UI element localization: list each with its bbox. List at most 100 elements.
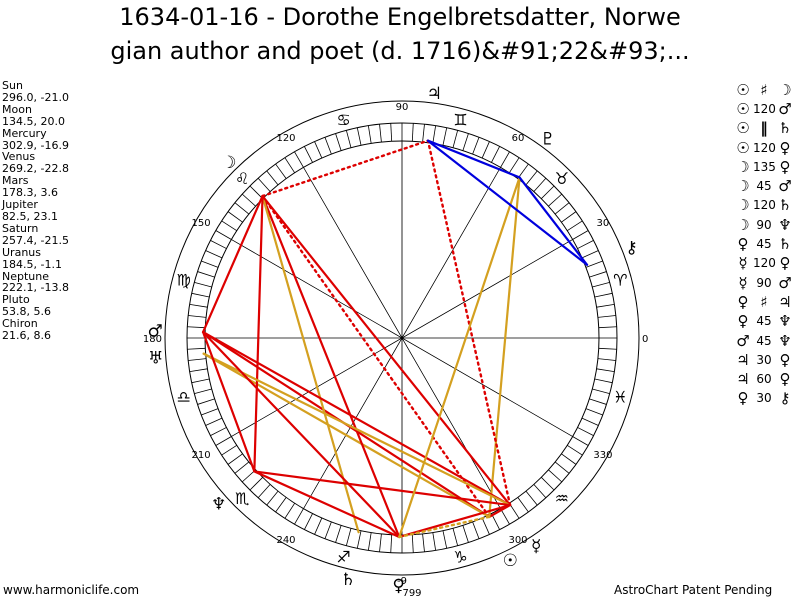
degree-tick bbox=[548, 193, 563, 207]
degree-tick bbox=[324, 137, 332, 155]
planet-sun-icon: ☉ bbox=[503, 551, 518, 571]
degree-tick bbox=[390, 123, 393, 142]
aspect-angle: ♯ bbox=[760, 292, 768, 311]
aspect-planet-1-glyph: ♃ bbox=[736, 350, 750, 369]
aspect-planet-1-glyph: ☉ bbox=[736, 119, 750, 138]
aspect-angle: 135 bbox=[753, 159, 776, 174]
aspect-planet-2-glyph: ♂ bbox=[778, 177, 792, 196]
degree-tick bbox=[294, 151, 304, 168]
degree-tick bbox=[304, 146, 313, 163]
degree-tick bbox=[249, 185, 263, 199]
planet-name-sun: Sun bbox=[2, 79, 23, 92]
aspect-planet-2-glyph: ♀ bbox=[779, 370, 791, 389]
planet-name-mercury: Mercury bbox=[2, 126, 47, 140]
degree-tick bbox=[191, 378, 210, 384]
degree-tick bbox=[234, 202, 250, 215]
aspect-planet-2-glyph: ♃ bbox=[778, 292, 792, 311]
zodiac-gemini-icon: ♊ bbox=[453, 111, 467, 130]
planet-position-moon: 134.5, 20.0 bbox=[2, 114, 65, 128]
planet-name-venus: Venus bbox=[2, 150, 36, 164]
aspect-line bbox=[426, 139, 512, 507]
aspect-line bbox=[201, 194, 264, 334]
degree-tick bbox=[517, 497, 529, 513]
degree-tick bbox=[257, 177, 271, 192]
degree-tick bbox=[452, 130, 459, 148]
aspect-line bbox=[518, 176, 589, 266]
degree-tick bbox=[567, 220, 583, 232]
aspect-angle: 120 bbox=[753, 140, 776, 155]
degree-tick bbox=[379, 533, 382, 552]
aspect-row: ☿ 120 ♀ bbox=[733, 254, 795, 273]
aspect-line bbox=[488, 176, 521, 518]
degree-tick bbox=[554, 461, 570, 474]
aspect-planet-1-glyph: ☽ bbox=[736, 177, 750, 196]
degree-tick bbox=[592, 388, 610, 395]
planet-chiron-icon: ⚷ bbox=[625, 238, 637, 258]
aspect-angle: 120 bbox=[753, 198, 776, 213]
degree-tick bbox=[188, 358, 207, 361]
aspect-planet-1-glyph: ♀ bbox=[737, 389, 749, 408]
planet-moon-icon: ☽ bbox=[221, 153, 236, 173]
planet-position-venus: 269.2, -22.8 bbox=[2, 162, 69, 176]
planet-name-pluto: Pluto bbox=[2, 293, 30, 307]
aspect-planet-1-glyph: ☉ bbox=[736, 138, 750, 157]
aspect-angle: ♯ bbox=[760, 80, 768, 99]
aspect-line bbox=[202, 352, 512, 507]
aspect-planet-2-glyph: ♄ bbox=[778, 196, 792, 215]
degree-label: 150 bbox=[192, 218, 211, 229]
planet-position-sun: 296.0, -21.0 bbox=[2, 90, 69, 104]
aspect-row: ☽ 135 ♀ bbox=[733, 157, 795, 176]
degree-tick bbox=[597, 358, 616, 361]
degree-tick bbox=[422, 124, 425, 143]
zodiac-cancer-icon: ♋ bbox=[336, 111, 350, 130]
degree-label: 60 bbox=[512, 133, 525, 144]
zodiac-aquarius-icon: ♒ bbox=[555, 489, 569, 508]
degree-tick bbox=[227, 453, 243, 465]
aspect-line bbox=[426, 139, 521, 179]
zodiac-sagittarius-icon: ♐ bbox=[336, 547, 350, 566]
outer-circle bbox=[164, 100, 640, 576]
aspect-angle: 45 bbox=[756, 333, 772, 348]
planet-position-saturn: 257.4, -21.5 bbox=[2, 233, 69, 247]
degree-tick bbox=[594, 378, 613, 384]
degree-tick bbox=[533, 177, 547, 192]
degree-tick bbox=[335, 133, 342, 151]
planet-position-pluto: 53.8, 5.6 bbox=[2, 305, 51, 319]
degree-tick bbox=[188, 315, 207, 318]
degree-tick bbox=[442, 530, 448, 549]
degree-tick bbox=[598, 347, 617, 350]
degree-tick bbox=[367, 125, 372, 144]
degree-tick bbox=[572, 230, 589, 240]
aspect-angle: 45 bbox=[756, 179, 772, 194]
degree-tick bbox=[275, 497, 287, 513]
degree-tick bbox=[194, 281, 212, 288]
aspect-row: ☉ ♯ ☽ bbox=[733, 80, 795, 99]
degree-tick bbox=[508, 157, 520, 173]
degree-tick bbox=[294, 508, 304, 525]
aspect-line bbox=[253, 194, 264, 473]
degree-tick bbox=[581, 250, 599, 259]
degree-tick bbox=[275, 163, 287, 179]
degree-tick bbox=[541, 477, 555, 491]
planet-name-chiron: Chiron bbox=[2, 317, 38, 331]
zodiac-capricorn-icon: ♑ bbox=[453, 547, 467, 566]
aspect-angle: ‖ bbox=[760, 119, 768, 138]
degree-tick bbox=[215, 230, 232, 240]
footer-patent-note: AstroChart Patent Pending bbox=[614, 583, 773, 597]
degree-tick bbox=[592, 281, 610, 288]
aspect-line bbox=[201, 330, 401, 539]
degree-tick bbox=[266, 170, 279, 186]
degree-tick bbox=[548, 469, 563, 483]
degree-tick bbox=[335, 525, 342, 543]
title-line-1: 1634-01-16 - Dorothe Engelbretsdatter, N… bbox=[119, 3, 681, 31]
aspect-planet-2-glyph: ♀ bbox=[779, 350, 791, 369]
degree-tick bbox=[598, 326, 617, 329]
planet-pluto-icon: ♇ bbox=[540, 130, 555, 150]
zodiac-libra-icon: ♎ bbox=[177, 387, 191, 406]
aspect-planet-1-glyph: ♃ bbox=[736, 370, 750, 389]
degree-tick bbox=[284, 157, 296, 173]
degree-tick bbox=[189, 303, 208, 308]
aspect-line bbox=[261, 194, 491, 519]
planet-position-neptune: 222.1, -13.8 bbox=[2, 281, 69, 295]
degree-tick bbox=[390, 534, 393, 553]
